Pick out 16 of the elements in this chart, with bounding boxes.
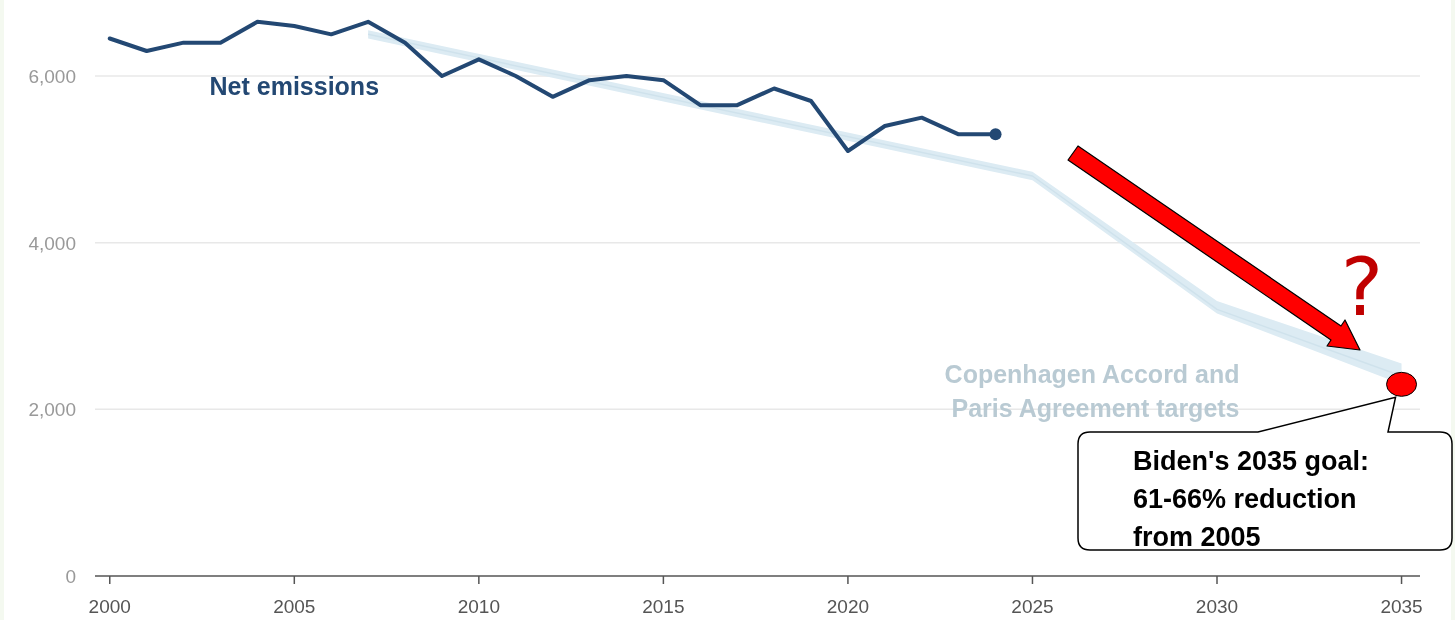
x-tick-label: 2035 bbox=[1380, 596, 1423, 617]
x-tick-label: 2015 bbox=[642, 596, 685, 617]
x-tick-label: 2010 bbox=[457, 596, 500, 617]
x-tick-label: 2000 bbox=[88, 596, 131, 617]
annotation: ? bbox=[1340, 241, 1384, 334]
x-tick-label: 2030 bbox=[1195, 596, 1239, 617]
y-tick-label: 6,000 bbox=[28, 66, 76, 87]
series-label: Copenhagen Accord and Paris Agreement targets bbox=[944, 360, 1240, 422]
y-tick-label: 4,000 bbox=[28, 232, 76, 254]
y-tick-label: 2,000 bbox=[28, 399, 76, 421]
x-tick-label: 2020 bbox=[826, 596, 870, 617]
y-tick-label: 0 bbox=[65, 566, 76, 587]
annotation: Biden's 2035 goal: 61-66% reduction from 2005 bbox=[1133, 446, 1369, 552]
x-tick-label: 2025 bbox=[1011, 596, 1054, 617]
x-tick-label: 2005 bbox=[273, 596, 316, 617]
series-label: Net emissions bbox=[209, 71, 380, 100]
